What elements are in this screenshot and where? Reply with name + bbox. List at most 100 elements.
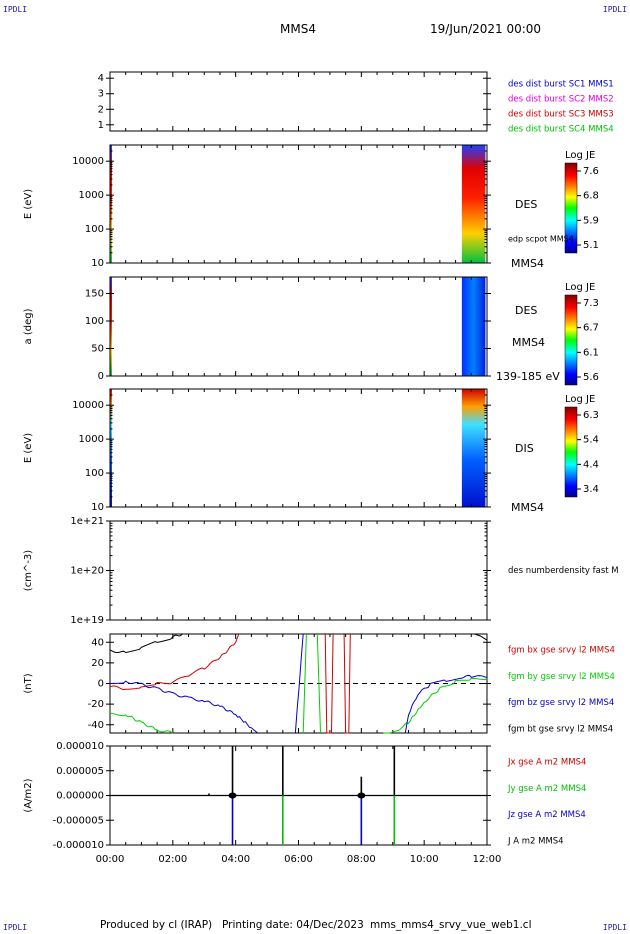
multi-panel-chart: 1 2 3 4 des dist burst SC1 MMS1 des dist burs…: [23, 71, 619, 865]
series-line: [316, 633, 321, 734]
y-axis-label-density: (cm^-3): [23, 550, 34, 591]
colorbar-gradient: [564, 294, 578, 386]
colorbar-title: Log JE: [565, 150, 595, 161]
heatmap-block-dis_energy: [461, 389, 486, 507]
colorbar-title: Log JE: [565, 394, 595, 405]
x-tick-label: 00:00: [96, 854, 125, 865]
y-tick-label: 1e+21: [70, 516, 104, 527]
y-tick-label: -40: [88, 720, 104, 731]
legend-entry-density: des numberdensity fast M: [508, 566, 619, 576]
footer-printing-date: Printing date: 04/Dec/2023: [222, 919, 364, 931]
spacecraft-title: MMS4: [280, 22, 316, 36]
series-line: [109, 633, 240, 691]
colorbar-gradient: [564, 406, 578, 498]
corner-label-top-left: IPDLI: [3, 5, 28, 14]
colorbar-tick-label: 6.1: [583, 347, 599, 358]
y-tick-label: 20: [91, 658, 104, 669]
series-line: [383, 677, 488, 734]
x-tick-label: 10:00: [410, 854, 439, 865]
y-axis-label-des_energy: E (eV): [23, 189, 34, 219]
x-tick-label: 12:00: [473, 854, 502, 865]
y-axis-label-current: (A/m2): [23, 778, 34, 812]
current-burst: [228, 792, 237, 799]
y-tick-label: 4: [98, 73, 104, 84]
legend-entry-bfield: fgm by gse srvy l2 MMS4: [508, 672, 615, 682]
series-line: [109, 712, 174, 734]
series-line: [109, 633, 183, 654]
legend-entry-current: J A m2 MMS4: [507, 837, 564, 847]
panel-sublabel-des_pitch: MMS4: [512, 336, 545, 349]
legend-entry-current: Jz gse A m2 MMS4: [507, 810, 586, 820]
panel-frame-dis_energy: [109, 388, 488, 508]
series-line: [404, 674, 488, 734]
legend-entry-burst: des dist burst SC3 MMS3: [508, 110, 614, 120]
y-tick-label: 10: [91, 502, 104, 513]
panel-current: [106, 745, 491, 846]
colorbar-tick-label: 5.6: [583, 372, 599, 383]
colorbar-tick-label: 6.8: [583, 191, 599, 202]
colorbar-tick-label: 3.4: [583, 484, 599, 495]
heatmap-block-des_energy: [110, 145, 112, 263]
y-tick-label: -0.000005: [53, 815, 104, 826]
y-tick-label: 10: [91, 258, 104, 269]
y-tick-label: 0.000010: [56, 741, 104, 752]
colorbar-tick-label: 5.4: [583, 435, 599, 446]
panel-label-dis_energy: DIS: [515, 442, 534, 455]
y-tick-label: 3: [98, 89, 104, 100]
footer-produced-by: Produced by cl (IRAP): [100, 919, 213, 931]
legend-entry-bfield: fgm bx gse srvy l2 MMS4: [508, 646, 615, 656]
corner-label-bottom-left: IPDLI: [3, 923, 28, 932]
x-tick-label: 02:00: [158, 854, 187, 865]
panel-sublabel-des_energy: edp scpot MMS4: [508, 235, 574, 244]
panel-burst: [106, 71, 491, 132]
y-tick-label: 100: [85, 316, 104, 327]
y-tick-label: 0: [98, 371, 104, 382]
y-tick-label: 1e+20: [70, 566, 104, 577]
heatmap-block-dis_energy: [110, 389, 112, 507]
y-tick-label: 1: [98, 120, 104, 131]
x-tick-label: 08:00: [347, 854, 376, 865]
heatmap-block-des_pitch: [461, 277, 486, 376]
y-tick-label: 100: [85, 224, 104, 235]
legend-entry-current: Jx gse A m2 MMS4: [507, 758, 586, 768]
series-line: [110, 680, 259, 734]
panel-des_energy: [106, 144, 581, 264]
colorbar-tick-label: 7.6: [583, 166, 599, 177]
y-tick-label: 10000: [72, 156, 104, 167]
date-title: 19/Jun/2021 00:00: [430, 22, 542, 36]
panel-bottom-label-des_pitch: 139-185 eV: [496, 370, 560, 383]
current-burst: [357, 792, 366, 799]
series-line: [294, 633, 304, 733]
legend-entry-bfield: fgm bz gse srvy l2 MMS4: [508, 698, 614, 708]
panel-dis_energy: [106, 388, 581, 508]
y-tick-label: 1000: [79, 434, 104, 445]
y-tick-label: 40: [91, 637, 104, 648]
panel-bottom-label-dis_energy: MMS4: [511, 501, 544, 514]
series-line: [302, 633, 307, 734]
panel-des_pitch: [106, 276, 581, 386]
x-tick-label: 06:00: [284, 854, 313, 865]
panel-label-des_pitch: DES: [515, 304, 537, 317]
footer-file: mms_mms4_srvy_vue_web1.cl: [370, 919, 532, 931]
corner-label-top-right: IPDLI: [602, 5, 627, 14]
y-tick-label: 150: [85, 289, 104, 300]
legend-entry-burst: des dist burst SC1 MMS1: [508, 80, 614, 90]
y-tick-label: 2: [98, 104, 104, 115]
panel-frame-burst: [109, 71, 488, 132]
x-tick-label: 04:00: [221, 854, 250, 865]
panel-density: [106, 520, 491, 621]
panel-bottom-label-des_energy: MMS4: [511, 257, 544, 270]
y-tick-label: -20: [88, 699, 104, 710]
series-line: [324, 633, 334, 734]
panel-bfield: [106, 633, 491, 734]
series-line: [343, 633, 351, 734]
y-tick-label: -0.000010: [53, 840, 104, 851]
colorbar-gradient: [564, 162, 578, 254]
colorbar-tick-label: 5.9: [583, 215, 599, 226]
y-tick-label: 0: [98, 679, 104, 690]
y-tick-label: 1e+19: [70, 615, 104, 626]
colorbar-title: Log JE: [565, 282, 595, 293]
panel-frame-density: [109, 520, 488, 621]
y-tick-label: 0.000005: [56, 766, 104, 777]
y-tick-label: 50: [91, 344, 104, 355]
